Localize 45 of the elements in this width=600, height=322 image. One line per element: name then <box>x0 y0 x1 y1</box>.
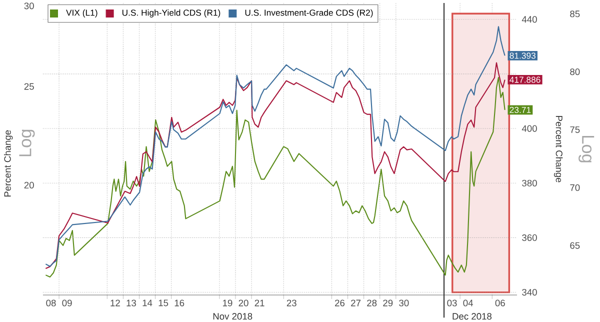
x-tick-label: 08 <box>46 300 56 306</box>
x-tick-label: 09 <box>62 300 72 306</box>
y3-tick-label: 75 <box>570 126 580 133</box>
x-tick-label: 14 <box>142 300 152 306</box>
y2-tick-label: 360 <box>522 234 537 241</box>
x-tick-label: 28 <box>367 300 377 306</box>
x-tick-label: 30 <box>399 300 409 306</box>
x-tick-label: 12 <box>110 300 120 306</box>
x-tick-label: 04 <box>463 300 473 306</box>
x-tick-label: 20 <box>238 300 248 306</box>
x-tick-label: 03 <box>447 300 457 306</box>
x-tick-label: 13 <box>126 300 136 306</box>
y2-tick-label: 380 <box>522 180 537 186</box>
y2-tick-label: 400 <box>522 125 537 132</box>
y3-tick-label: 80 <box>570 68 580 76</box>
x-tick-label: 29 <box>383 300 393 306</box>
data-label: 23.71 <box>510 106 531 113</box>
y2-tick-label: 340 <box>522 288 537 296</box>
text: Nov 2018 <box>213 313 252 320</box>
legend-label: U.S. High-Yield CDS (R1) <box>122 9 220 18</box>
x-tick-label: 06 <box>495 300 505 306</box>
text: Log <box>578 136 594 162</box>
y-axis-title: Percent Change <box>4 130 13 197</box>
y3-tick-label: 70 <box>570 184 580 191</box>
x-tick-label: 27 <box>351 300 361 306</box>
line-series <box>45 26 506 267</box>
legend-label: U.S. Investment-Grade CDS (R2) <box>245 9 373 18</box>
x-tick-label: 26 <box>335 300 345 306</box>
x-tick-label: 19 <box>222 300 232 306</box>
text: Dec 2018 <box>452 313 492 320</box>
y3-tick-label: 65 <box>570 242 580 249</box>
y-tick-label: 30 <box>24 2 34 10</box>
y-tick-label: 25 <box>24 83 34 90</box>
y-tick-label: 20 <box>24 182 34 188</box>
y2-axis-title: Percent Change <box>554 116 563 182</box>
x-tick-label: 15 <box>158 300 168 306</box>
text: Log <box>19 130 35 156</box>
data-label: 417.886 <box>510 76 540 83</box>
data-label: 81.393 <box>510 52 536 59</box>
y2-tick-label: 440 <box>522 16 537 23</box>
legend-label: VIX (L1) <box>66 9 98 18</box>
x-tick-label: 23 <box>286 300 296 306</box>
x-tick-label: 16 <box>174 300 184 306</box>
y3-tick-label: 85 <box>570 10 580 18</box>
x-tick-label: 21 <box>254 300 264 306</box>
